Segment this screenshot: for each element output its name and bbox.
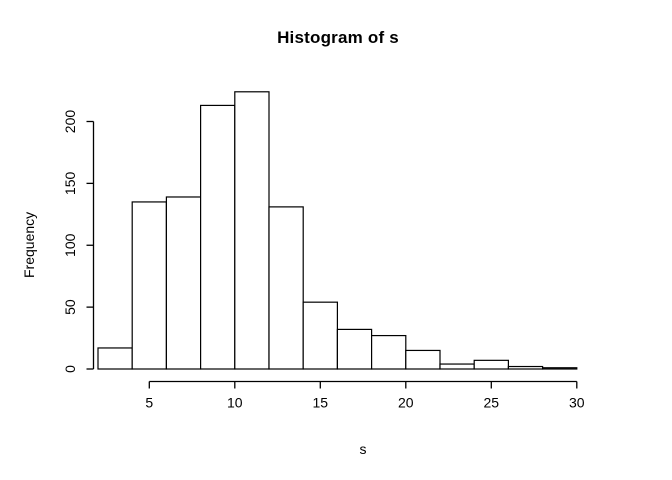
histogram-bar-10-12 (234, 91, 270, 370)
x-tick-label: 5 (145, 395, 153, 411)
x-axis-title: s (359, 441, 367, 457)
histogram-bar-8-10 (200, 104, 236, 370)
y-tick-label: 0 (62, 365, 78, 373)
histogram-bar-4-6 (131, 201, 167, 370)
histogram-bar-2-4 (97, 347, 133, 370)
histogram-bar-12-14 (268, 206, 304, 370)
x-tick-label: 10 (227, 395, 243, 411)
histogram-bar-20-22 (405, 349, 441, 370)
x-tick-label: 15 (313, 395, 329, 411)
histogram-bar-28-30 (541, 367, 578, 370)
histogram-bar-26-28 (507, 365, 544, 370)
histogram-bar-24-26 (473, 359, 510, 370)
histogram-bar-16-18 (336, 328, 373, 370)
histogram-bar-22-24 (439, 363, 475, 370)
x-tick-label: 25 (484, 395, 500, 411)
y-tick-label: 50 (62, 299, 78, 315)
histogram-bar-18-20 (371, 334, 407, 370)
x-tick-label: 30 (569, 395, 585, 411)
chart-title: Histogram of s (277, 28, 399, 47)
x-tick-label: 20 (398, 395, 414, 411)
y-tick-label: 200 (62, 110, 78, 134)
histogram-bar-14-16 (302, 301, 339, 370)
histogram-bar-6-8 (165, 196, 202, 370)
y-tick-label: 150 (62, 171, 78, 195)
y-tick-label: 100 (62, 233, 78, 257)
y-axis-title: Frequency (21, 211, 37, 279)
